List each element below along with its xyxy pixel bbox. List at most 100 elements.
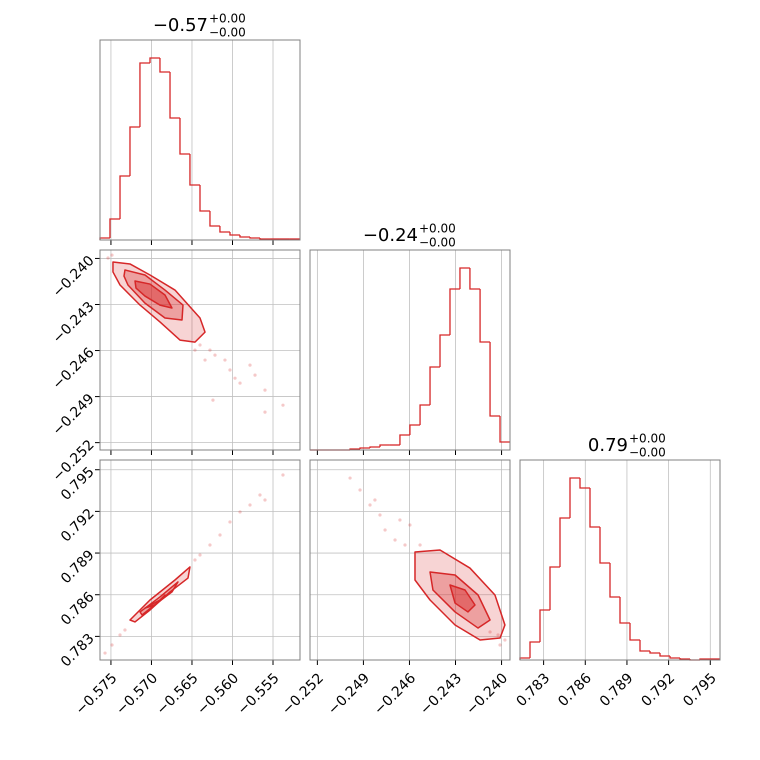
y-tick-label: 0.792 — [58, 506, 98, 546]
panel-frame — [309, 249, 511, 451]
sample-point — [193, 558, 197, 562]
sample-point — [393, 538, 397, 542]
sample-point — [208, 348, 212, 352]
x-tick-label: −0.565 — [154, 670, 202, 718]
sample-point — [223, 358, 227, 362]
panel-frame — [309, 459, 511, 661]
histogram-step — [229, 232, 240, 236]
histogram-step — [139, 62, 150, 127]
panel-title: −0.24 — [363, 225, 418, 246]
x-tick-label: 0.783 — [514, 670, 554, 710]
title-upper: +0.00 — [209, 12, 246, 26]
histogram-step — [459, 267, 470, 289]
panel-frame — [99, 459, 301, 661]
x-tick-label: 0.795 — [680, 670, 720, 710]
panel-title: 0.79 — [588, 435, 628, 456]
histogram-step — [659, 653, 670, 657]
sample-point — [248, 503, 252, 507]
panel: 0.783 0.786 0.789 0.792 0.795 0.79 +0.00−0.00 — [514, 432, 721, 710]
x-tick-label: −0.575 — [73, 670, 121, 718]
sample-point — [103, 651, 107, 655]
sample-point — [213, 353, 217, 357]
sample-point — [253, 373, 257, 377]
contour — [144, 594, 166, 609]
sample-point — [496, 633, 500, 637]
histogram-step — [679, 658, 690, 660]
sample-point — [373, 498, 377, 502]
sample-point — [123, 628, 127, 632]
sample-point — [211, 398, 215, 402]
histogram-step — [119, 175, 130, 219]
panel: −0.24 +0.00−0.00 — [309, 222, 511, 455]
histogram-step — [539, 609, 550, 642]
y-tick-label: 0.783 — [58, 631, 98, 671]
sample-point — [281, 473, 285, 477]
y-tick-label: −0.240 — [50, 253, 98, 301]
histogram-step — [369, 446, 380, 448]
panel-title: −0.57 — [153, 15, 208, 36]
histogram-step — [419, 404, 431, 425]
x-tick-label: 0.792 — [639, 670, 679, 710]
histogram-step — [409, 424, 421, 435]
sample-point — [238, 381, 242, 385]
sample-point — [106, 256, 110, 260]
panel-frame — [99, 249, 301, 451]
sample-point — [198, 553, 202, 557]
histogram-step — [549, 566, 560, 610]
histogram-step — [359, 447, 371, 449]
histogram-step — [399, 434, 410, 445]
histogram-step — [189, 154, 200, 186]
sample-point — [498, 643, 502, 647]
sample-point — [110, 643, 114, 647]
histogram-step — [629, 623, 640, 641]
panel: −0.252−0.249−0.246−0.243−0.240 — [279, 459, 511, 718]
sample-point — [193, 348, 197, 352]
sample-point — [348, 476, 352, 480]
panel: −0.57 +0.00−0.00 — [99, 12, 301, 245]
histogram-step — [259, 238, 271, 240]
sample-point — [281, 403, 285, 407]
histogram-step — [379, 444, 390, 447]
y-tick-label: −0.243 — [50, 299, 98, 347]
sample-point — [118, 633, 122, 637]
sample-point — [503, 638, 507, 642]
histogram-step — [479, 289, 491, 343]
histogram-step — [489, 342, 501, 417]
sample-point — [233, 376, 237, 380]
contour — [112, 261, 206, 343]
histogram-step — [179, 118, 190, 155]
histogram-step — [669, 656, 680, 659]
histogram-step — [599, 527, 610, 564]
contour — [449, 584, 476, 613]
histogram-step — [649, 651, 660, 654]
title-lower: −0.00 — [629, 446, 666, 460]
sample-point — [208, 543, 212, 547]
panel-frame — [99, 39, 301, 241]
histogram-step — [559, 517, 570, 567]
sample-point — [248, 363, 252, 367]
histogram-step — [609, 563, 620, 598]
sample-point — [263, 498, 267, 502]
histogram-step — [169, 72, 180, 119]
y-tick-label: 0.786 — [58, 589, 98, 629]
sample-point — [238, 510, 242, 514]
sample-point — [263, 410, 267, 414]
sample-point — [403, 543, 407, 547]
x-tick-label: −0.555 — [235, 670, 283, 718]
y-tick-label: −0.246 — [50, 345, 98, 393]
title-lower: −0.00 — [209, 26, 246, 40]
sample-point — [368, 503, 372, 507]
y-tick-label: −0.249 — [50, 391, 98, 439]
x-tick-label: −0.560 — [194, 670, 242, 718]
histogram-step — [249, 237, 260, 239]
contour — [429, 571, 491, 629]
histogram-step — [439, 334, 450, 367]
title-lower: −0.00 — [419, 236, 456, 250]
histogram-step — [469, 268, 481, 290]
sample-point — [358, 488, 362, 492]
histogram-step — [209, 211, 220, 227]
sample-point — [383, 528, 387, 532]
y-tick-label: 0.789 — [58, 547, 98, 587]
histogram-step — [529, 641, 540, 658]
